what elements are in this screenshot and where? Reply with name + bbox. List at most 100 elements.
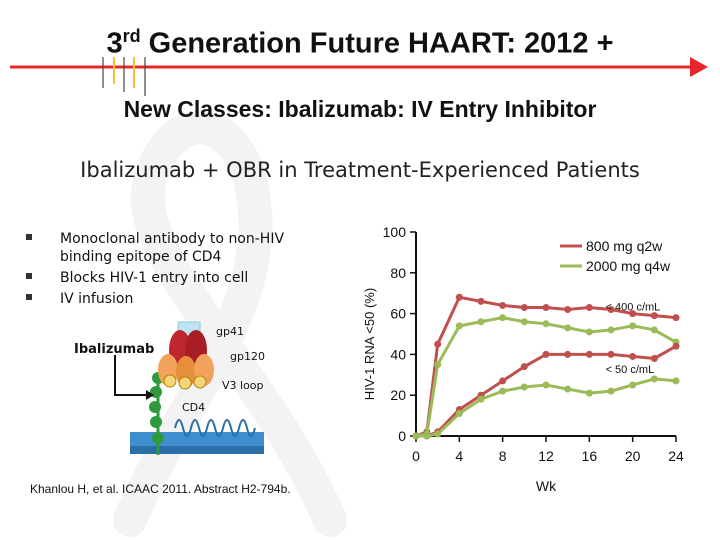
data-point <box>607 387 615 395</box>
y-axis-label: HIV-1 RNA <50 (%) <box>362 288 377 400</box>
data-point <box>499 314 507 322</box>
v3-loop <box>163 374 177 388</box>
annotation-50: < 50 c/mL <box>606 364 655 376</box>
x-tick-label: 20 <box>625 448 641 464</box>
slide-title: 3rd Generation Future HAART: 2012 + <box>106 26 614 60</box>
cd4-label: CD4 <box>182 401 206 414</box>
slide-subtitle: New Classes: Ibalizumab: IV Entry Inhibi… <box>123 96 597 122</box>
data-point <box>629 381 637 389</box>
x-tick-label: 0 <box>412 448 420 464</box>
data-point <box>542 381 550 389</box>
x-tick-label: 24 <box>668 448 684 464</box>
data-point <box>520 303 528 311</box>
data-point <box>477 297 485 305</box>
ribbon-watermark <box>113 110 347 537</box>
data-point <box>629 322 637 330</box>
series-line <box>416 344 677 438</box>
y-tick-label: 40 <box>390 346 406 362</box>
y-tick-label: 80 <box>390 265 406 281</box>
bullet-square-icon <box>26 234 32 240</box>
x-axis-label: Wk <box>536 478 557 494</box>
x-tick-label: 4 <box>455 448 463 464</box>
data-point <box>607 326 615 334</box>
data-point <box>542 350 550 358</box>
v3-loop <box>178 376 192 390</box>
data-point <box>477 318 485 326</box>
bullet-list: Monoclonal antibody to non-HIV binding e… <box>22 230 322 311</box>
legend-label: 2000 mg q4w <box>586 258 671 274</box>
data-point <box>629 352 637 360</box>
citation: Khanlou H, et al. ICAAC 2011. Abstract H… <box>30 482 291 496</box>
ibalizumab-pointer <box>114 355 146 396</box>
v3-loop <box>193 375 207 389</box>
y-tick-label: 20 <box>390 387 406 403</box>
bullet-item: Blocks HIV-1 entry into cell <box>22 269 322 287</box>
gp41-label: gp41 <box>216 325 244 338</box>
ibalizumab-label: Ibalizumab <box>74 342 155 357</box>
bullet-item: IV infusion <box>22 290 322 308</box>
bullet-square-icon <box>26 273 32 279</box>
data-point <box>520 318 528 326</box>
membrane-lower <box>130 446 264 454</box>
y-tick-label: 0 <box>398 428 406 444</box>
data-point <box>455 322 463 330</box>
series-line <box>415 316 677 438</box>
data-point <box>499 301 507 309</box>
data-point <box>650 354 658 362</box>
data-point <box>520 383 528 391</box>
data-point <box>564 350 572 358</box>
data-point <box>455 293 463 301</box>
data-point <box>650 326 658 334</box>
data-point <box>672 377 680 385</box>
data-point <box>499 387 507 395</box>
y-tick-label: 60 <box>390 306 406 322</box>
data-point <box>434 430 442 438</box>
legend-label: 800 mg q2w <box>586 238 663 254</box>
data-point <box>585 350 593 358</box>
data-point <box>607 350 615 358</box>
cd4-domain <box>150 416 162 428</box>
data-point <box>672 314 680 322</box>
data-point <box>607 306 615 314</box>
data-point <box>585 389 593 397</box>
data-point <box>412 432 420 440</box>
v3-loop-label: V3 loop <box>222 379 264 392</box>
data-point <box>564 385 572 393</box>
y-tick-label: 100 <box>383 224 407 240</box>
data-point <box>564 324 572 332</box>
data-point <box>434 340 442 348</box>
ibalizumab-diagram <box>114 321 264 455</box>
annotation-400: < 400 c/mL <box>606 302 661 314</box>
data-point <box>585 328 593 336</box>
data-point <box>477 395 485 403</box>
title-arrow <box>10 57 708 96</box>
x-tick-label: 16 <box>582 448 598 464</box>
series-line <box>416 377 677 438</box>
series-line <box>415 295 677 438</box>
cd4-domain <box>149 401 161 413</box>
data-point <box>650 375 658 383</box>
data-point <box>585 303 593 311</box>
gp120-label: gp120 <box>230 350 265 363</box>
data-point <box>650 312 658 320</box>
data-point <box>542 303 550 311</box>
data-point <box>672 342 680 350</box>
data-point <box>520 363 528 371</box>
cell-membrane <box>130 432 264 446</box>
chart-heading: Ibalizumab + OBR in Treatment-Experience… <box>80 158 640 182</box>
x-tick-label: 12 <box>538 448 554 464</box>
transmembrane-helices <box>174 419 256 437</box>
plot-area: 0 20 40 60 80 100 0 4 8 12 16 20 24 Wk HIV-1 RNA <50 (… <box>362 224 684 494</box>
bullet-item: Monoclonal antibody to non-HIV binding e… <box>22 230 322 266</box>
data-point <box>629 310 637 318</box>
data-point <box>499 377 507 385</box>
data-point <box>434 361 442 369</box>
data-point <box>542 320 550 328</box>
data-point <box>564 306 572 314</box>
data-point <box>423 432 431 440</box>
bullet-square-icon <box>26 294 32 300</box>
x-tick-label: 8 <box>499 448 507 464</box>
cd4-domain <box>152 432 164 444</box>
data-point <box>455 410 463 418</box>
